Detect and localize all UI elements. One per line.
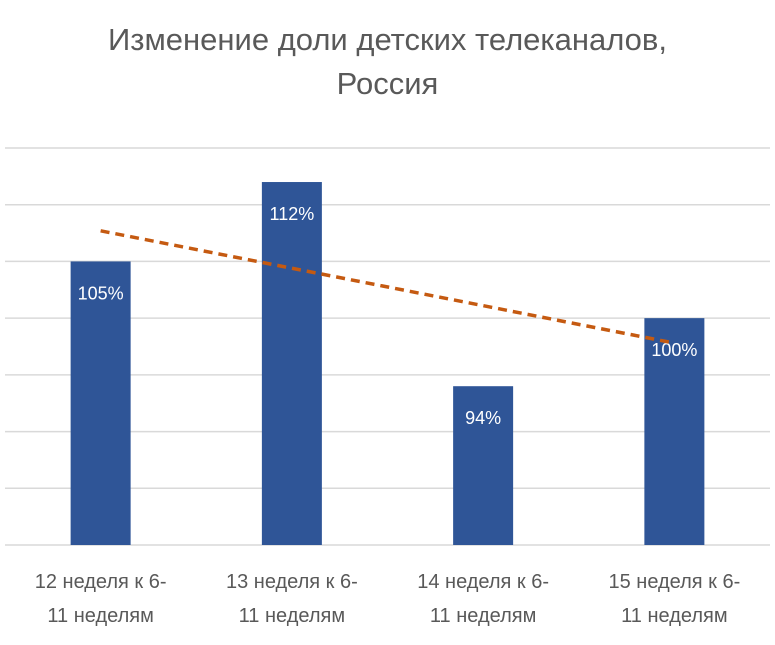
chart-title: Изменение доли детских телеканалов, Росс… <box>0 18 775 106</box>
bar <box>453 386 514 545</box>
x-tick-label: 13 неделя к 6- <box>226 571 358 593</box>
x-tick-label: 14 неделя к 6- <box>417 571 549 593</box>
x-tick-label: 11 неделям <box>47 605 153 627</box>
x-tick-label: 12 неделя к 6- <box>35 571 167 593</box>
data-label: 112% <box>270 204 315 224</box>
data-label: 100% <box>651 340 697 360</box>
x-tick-label: 11 неделям <box>239 605 345 627</box>
x-tick-label: 15 неделя к 6- <box>608 571 740 593</box>
x-tick-label: 11 неделям <box>621 605 727 627</box>
bar <box>644 318 705 545</box>
chart-title-line-1: Изменение доли детских телеканалов, <box>108 22 667 57</box>
data-label: 94% <box>465 408 501 428</box>
trendline <box>100 229 675 345</box>
bar <box>261 182 322 545</box>
chart-title-line-2: Россия <box>336 66 439 101</box>
bar <box>70 261 131 545</box>
data-label: 105% <box>78 283 124 303</box>
x-tick-label: 11 неделям <box>430 605 536 627</box>
